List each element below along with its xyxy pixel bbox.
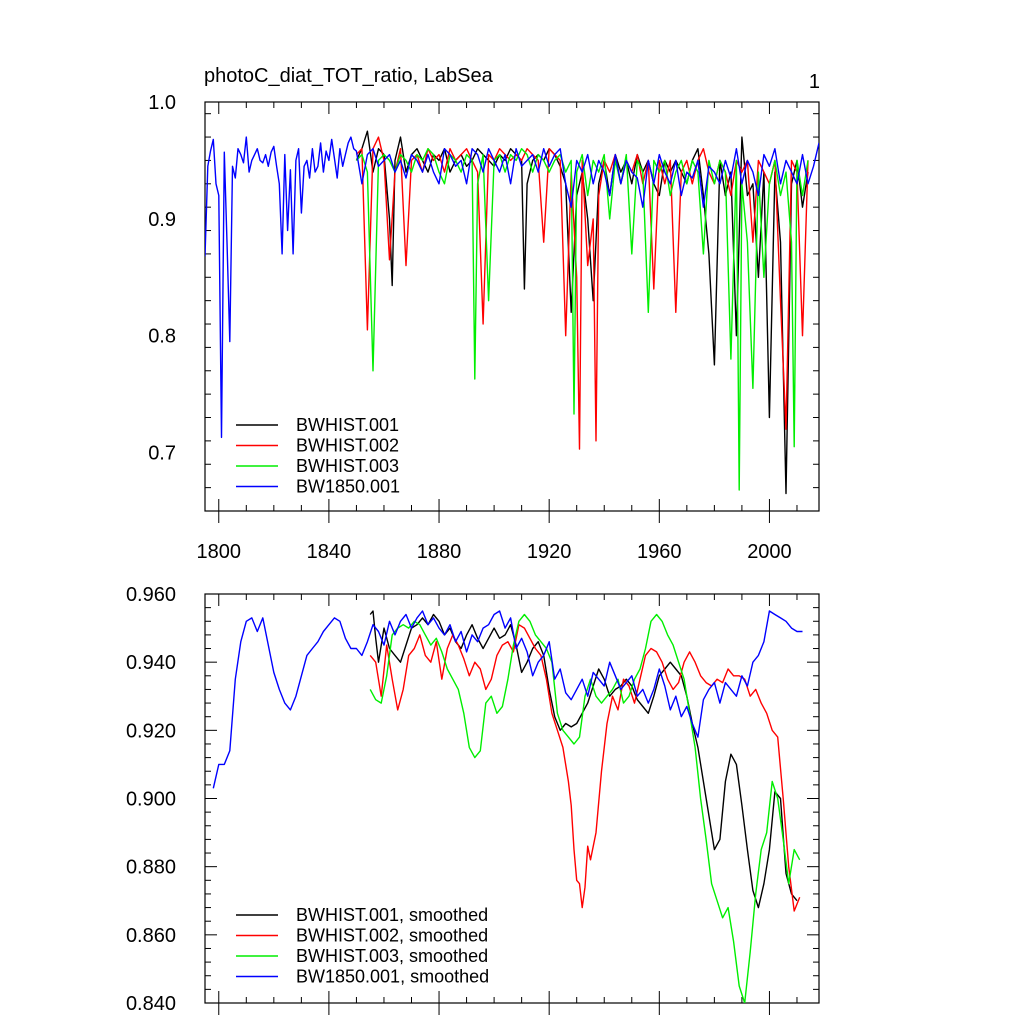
x-tick-label: 2000 [747, 541, 792, 563]
series-line [205, 136, 819, 439]
y-tick-label: 0.8 [148, 326, 176, 348]
series-line [369, 613, 801, 1003]
figure-title: photoC_diat_TOT_ratio, LabSea [204, 65, 494, 87]
legend-label: BWHIST.001 [296, 415, 399, 435]
y-tick-label: 0.920 [126, 720, 176, 742]
series-line [355, 136, 809, 450]
legend-label: BWHIST.003, smoothed [296, 946, 488, 966]
y-tick-label: 0.9 [148, 209, 176, 231]
y-tick-label: 0.7 [148, 443, 176, 465]
y-tick-label: 0.900 [126, 789, 176, 811]
series-line [212, 610, 803, 789]
x-tick-label: 1960 [637, 541, 682, 563]
y-tick-label: 0.940 [126, 652, 176, 674]
y-tick-label: 0.840 [126, 993, 176, 1015]
legend-label: BW1850.001 [296, 477, 400, 497]
series-line [369, 624, 801, 912]
legend-label: BWHIST.003 [296, 456, 399, 476]
bottom-panel: 0.840 0.860 0.880 0.900 0.920 0.940 0.960 BWHIS… [126, 584, 820, 1015]
legend-label: BWHIST.002, smoothed [296, 926, 488, 946]
top-panel: 1800 1840 1880 1920 1960 2000 0.7 0.8 0.9 1.0 BWHI… [148, 92, 820, 563]
x-tick-label: 1880 [417, 541, 462, 563]
x-tick-label: 1840 [307, 541, 352, 563]
x-tick-label: 1920 [527, 541, 572, 563]
series-group [205, 130, 819, 495]
y-tick-label: 0.880 [126, 857, 176, 879]
series-line [355, 147, 809, 491]
legend-label: BWHIST.001, smoothed [296, 905, 488, 925]
y-tick-label: 0.960 [126, 584, 176, 606]
legend-label: BWHIST.002 [296, 436, 399, 456]
series-line [369, 610, 798, 909]
plot-frame [204, 101, 820, 512]
legend-label: BW1850.001, smoothed [296, 967, 489, 987]
panel-number-label: 1 [809, 71, 820, 93]
x-tick-label: 1800 [197, 541, 242, 563]
y-tick-label: 0.860 [126, 925, 176, 947]
y-tick-label: 1.0 [148, 92, 176, 114]
series-group [212, 610, 803, 1003]
